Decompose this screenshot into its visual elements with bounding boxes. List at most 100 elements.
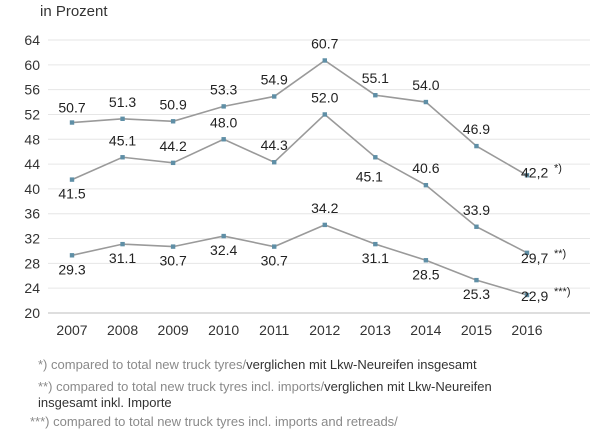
y-tick-label: 60 xyxy=(24,57,40,73)
series-2-point xyxy=(170,160,176,166)
x-tick-label: 2013 xyxy=(360,322,391,338)
x-tick-label: 2016 xyxy=(511,322,542,338)
series-marker-label: ***) xyxy=(554,286,571,298)
data-label: 50.7 xyxy=(58,100,85,116)
series-2-point xyxy=(322,112,327,117)
series-line-1 xyxy=(71,59,528,176)
series-2-point xyxy=(524,250,530,256)
footnote-3-english: compared to total new truck tyres incl. … xyxy=(53,414,398,429)
series-line-2 xyxy=(71,113,528,254)
series-3-point xyxy=(272,244,277,249)
data-label: 44.3 xyxy=(261,137,288,153)
data-label: 33.9 xyxy=(463,202,490,218)
data-label: 34.2 xyxy=(311,200,338,216)
footnote-2-continued: insgesamt inkl. Importe xyxy=(38,395,172,411)
series-2-point xyxy=(120,155,125,160)
unit-label: in Prozent xyxy=(40,3,108,20)
series-marker-label: *) xyxy=(554,162,562,174)
axes: 20 24 28 32 36 40 44 48 52 56 60 64 2007 2008 2009 2010… xyxy=(24,32,590,338)
data-label: 41.5 xyxy=(58,186,85,202)
y-tick-label: 28 xyxy=(24,255,40,271)
series-3-point xyxy=(221,233,226,239)
series-2-point xyxy=(69,177,75,182)
series-2-point xyxy=(221,137,226,142)
data-label: 60.7 xyxy=(311,35,338,51)
data-label: 45.1 xyxy=(109,132,136,148)
x-tick-label: 2012 xyxy=(309,322,340,338)
y-tick-label: 40 xyxy=(24,181,40,197)
data-label: 46.9 xyxy=(463,121,490,137)
footnote-2-german: verglichen mit Lkw-Neureifen xyxy=(324,379,492,394)
footnote-2-mark: **) xyxy=(38,379,53,394)
data-label: 22,9 xyxy=(521,288,548,304)
data-label: 54.0 xyxy=(412,77,439,93)
series-3-point xyxy=(322,222,327,228)
data-label: 40.6 xyxy=(412,160,439,176)
series-1-point xyxy=(373,93,378,98)
x-tick-label: 2015 xyxy=(461,322,492,338)
y-tick-label: 48 xyxy=(24,131,40,147)
series-3-point xyxy=(423,258,429,263)
data-label: 44.2 xyxy=(159,138,186,154)
series-3-point xyxy=(524,292,530,298)
y-tick-label: 52 xyxy=(24,106,40,122)
data-label: 29.3 xyxy=(58,261,85,277)
footnote-1-english: compared to total new truck tyres/ xyxy=(51,357,247,372)
series-1-point xyxy=(272,94,277,99)
data-label: 29,7 xyxy=(521,250,548,266)
series-1-point xyxy=(69,120,75,125)
series-1-point xyxy=(423,99,429,105)
data-label: 51.3 xyxy=(109,94,136,110)
series-2-point xyxy=(272,160,277,165)
footnote-1-mark: *) xyxy=(38,357,48,372)
y-tick-label: 36 xyxy=(24,206,40,222)
series-1-point xyxy=(120,116,125,121)
data-label: 52.0 xyxy=(311,89,338,105)
footnote-1: *) compared to total new truck tyres/ver… xyxy=(38,357,477,373)
data-label: 53.3 xyxy=(210,81,237,97)
series-2-point xyxy=(373,155,378,160)
data-label: 54.9 xyxy=(261,71,288,87)
series-3-point xyxy=(373,241,378,247)
data-label: 31.1 xyxy=(109,250,136,266)
footnote-2-english: compared to total new truck tyres incl. … xyxy=(56,379,325,394)
data-label: 48.0 xyxy=(210,114,237,130)
y-tick-label: 64 xyxy=(24,32,40,48)
y-tick-label: 56 xyxy=(24,82,40,98)
x-tick-label: 2011 xyxy=(259,322,289,338)
y-tick-label: 32 xyxy=(24,231,40,247)
footnote-3-mark: ***) xyxy=(30,414,50,429)
x-tick-label: 2014 xyxy=(410,322,441,338)
data-label: 30.7 xyxy=(159,253,186,269)
data-label: 50.9 xyxy=(159,96,186,112)
data-label: 25.3 xyxy=(463,286,490,302)
series-line-3 xyxy=(71,224,528,296)
data-label: 55.1 xyxy=(362,70,389,86)
y-tick-label: 44 xyxy=(24,156,40,172)
data-labels: 50.7 51.3 50.9 53.3 54.9 60.7 55.1 54.0 46.9 42,2… xyxy=(58,35,570,304)
series-marker-label: **) xyxy=(554,248,566,260)
series-group xyxy=(69,58,530,298)
series-1-point xyxy=(170,119,176,124)
series-1-point xyxy=(524,173,530,178)
series-3-point xyxy=(69,253,75,258)
data-label: 28.5 xyxy=(412,266,439,282)
data-label: 30.7 xyxy=(261,253,288,269)
x-tick-label: 2009 xyxy=(158,322,189,338)
series-1-point xyxy=(322,58,327,63)
data-label: 42,2 xyxy=(521,164,548,180)
series-1-point xyxy=(474,143,479,149)
series-2-point xyxy=(474,224,479,229)
x-tick-label: 2010 xyxy=(208,322,239,338)
series-2-point xyxy=(423,182,429,188)
data-label: 32.4 xyxy=(210,242,237,258)
footnote-2: **) compared to total new truck tyres in… xyxy=(38,379,492,395)
series-3-point xyxy=(120,241,125,247)
series-1-point xyxy=(221,104,226,109)
data-label: 45.1 xyxy=(356,168,383,184)
data-label: 31.1 xyxy=(362,250,389,266)
y-tick-label: 20 xyxy=(24,305,40,321)
footnote-3: ***) compared to total new truck tyres i… xyxy=(30,414,398,430)
footnote-2-german-continued: insgesamt inkl. Importe xyxy=(38,395,172,410)
